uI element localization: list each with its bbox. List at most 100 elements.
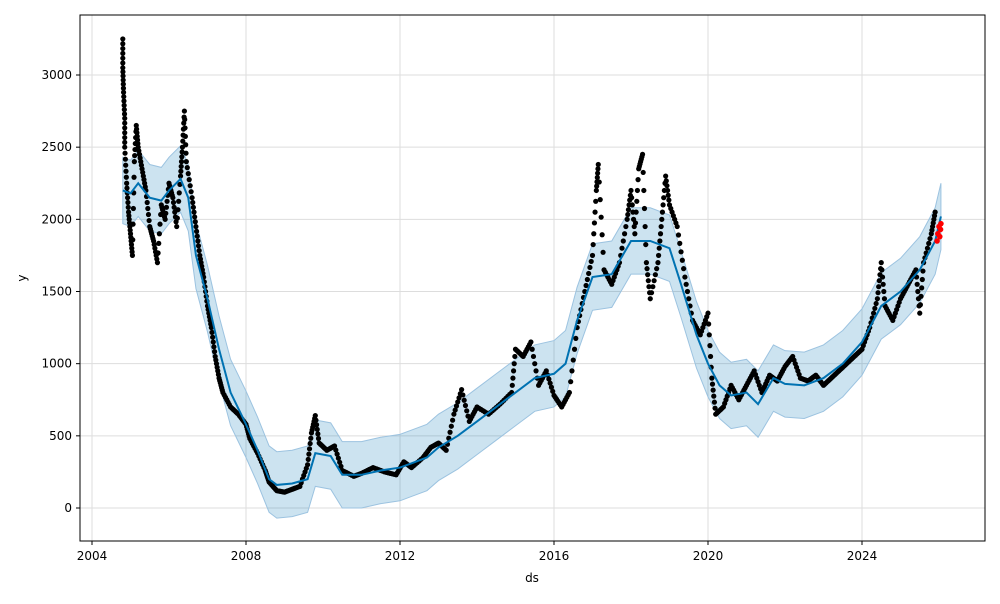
observed-point — [686, 296, 692, 302]
observed-point — [183, 150, 189, 156]
observed-point — [705, 310, 711, 316]
observed-point — [664, 187, 671, 194]
observed-point — [192, 219, 198, 225]
observed-point — [710, 387, 716, 393]
observed-point — [452, 407, 458, 413]
observed-point — [643, 241, 649, 248]
observed-point — [594, 174, 600, 181]
observed-point — [645, 272, 651, 278]
observed-point — [546, 376, 552, 382]
observed-point — [176, 190, 182, 196]
observed-point — [584, 276, 590, 283]
observed-point — [876, 284, 882, 290]
observed-point — [634, 187, 641, 194]
observed-point — [639, 151, 646, 157]
observed-point — [193, 223, 199, 230]
observed-point — [121, 107, 127, 113]
observed-point — [335, 455, 341, 461]
observed-point — [529, 346, 535, 352]
observed-point — [640, 169, 646, 176]
observed-point — [657, 238, 663, 244]
observed-point — [914, 281, 920, 287]
observed-point — [120, 50, 126, 56]
observed-point — [144, 199, 150, 206]
observed-point — [593, 187, 599, 194]
observed-point — [129, 252, 136, 259]
observed-point — [193, 228, 200, 234]
observed-point — [177, 173, 184, 179]
observed-point — [543, 368, 549, 374]
observed-point — [509, 382, 515, 388]
recent-point — [938, 220, 944, 227]
observed-point — [208, 324, 214, 331]
observed-point — [182, 133, 188, 139]
recent-point — [937, 226, 944, 233]
observed-point — [665, 192, 671, 198]
observed-point — [646, 284, 652, 290]
observed-point — [156, 240, 162, 246]
observed-point — [926, 240, 932, 246]
observed-point — [194, 233, 200, 239]
plot-frame — [79, 14, 986, 542]
observed-point — [648, 290, 655, 296]
observed-point — [660, 202, 666, 208]
uncertainty-band — [122, 144, 942, 519]
y-tick-label: 1000 — [41, 357, 72, 371]
observed-point — [464, 408, 470, 414]
observed-point — [190, 199, 196, 206]
observed-point — [566, 389, 573, 396]
observed-point — [145, 211, 152, 218]
observed-point — [586, 270, 592, 277]
observed-point — [683, 281, 689, 287]
observed-point — [625, 211, 631, 218]
observed-point — [179, 154, 185, 160]
observed-point — [453, 403, 460, 409]
observed-point — [659, 216, 665, 222]
observed-point — [121, 94, 127, 100]
observed-point — [635, 177, 641, 183]
observed-point — [306, 451, 312, 457]
observed-point — [130, 205, 136, 212]
observed-point — [664, 183, 670, 189]
observed-point — [599, 232, 605, 238]
observed-point — [512, 353, 518, 360]
observed-point — [600, 249, 606, 255]
observed-point — [182, 125, 188, 131]
observed-point — [663, 173, 669, 179]
observed-point — [510, 375, 516, 381]
observed-point — [711, 393, 717, 399]
observed-point — [131, 159, 137, 165]
observed-point — [314, 426, 320, 432]
recent-point — [936, 233, 943, 240]
observed-point — [122, 134, 128, 141]
observed-point — [308, 435, 314, 441]
observed-point — [120, 45, 126, 52]
observed-point — [587, 264, 593, 271]
observed-point — [210, 334, 216, 340]
observed-point — [145, 205, 151, 212]
observed-point — [642, 223, 648, 230]
observed-point — [120, 77, 126, 83]
observed-point — [125, 195, 131, 201]
observed-point — [661, 195, 667, 201]
observed-point — [305, 456, 311, 463]
observed-point — [181, 108, 187, 114]
observed-point — [170, 195, 176, 201]
observed-point — [192, 214, 198, 220]
observed-point — [183, 142, 189, 148]
observed-point — [624, 216, 630, 222]
observed-point — [456, 395, 462, 401]
observed-point — [597, 197, 603, 203]
observed-point — [170, 199, 177, 206]
observed-point — [180, 138, 186, 144]
observed-point — [210, 339, 216, 345]
observed-point — [711, 399, 718, 405]
observed-point — [573, 335, 579, 342]
observed-point — [175, 207, 181, 213]
observed-point — [122, 144, 128, 150]
observed-point — [589, 252, 596, 259]
observed-point — [123, 162, 129, 168]
y-tick-label: 1500 — [41, 285, 72, 299]
observed-point — [448, 423, 454, 429]
observed-point — [511, 361, 517, 367]
